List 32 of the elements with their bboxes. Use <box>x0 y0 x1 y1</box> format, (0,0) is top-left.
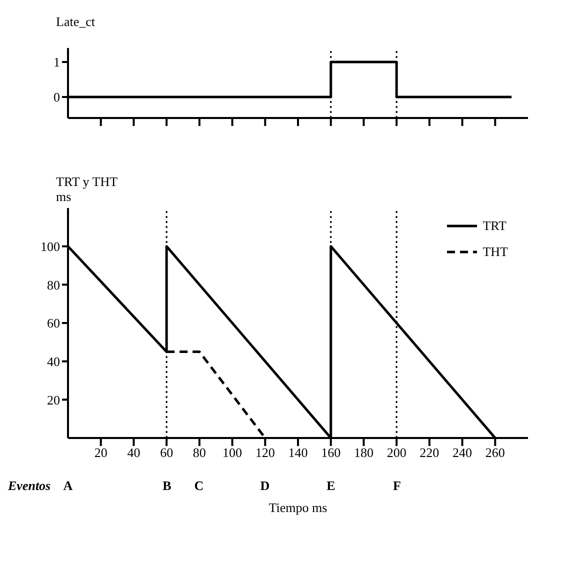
x-tick-label: 40 <box>127 445 140 460</box>
y-tick-label: 20 <box>47 392 60 408</box>
x-tick-label: 200 <box>386 445 406 460</box>
text: F <box>392 478 402 494</box>
text: E <box>326 478 336 494</box>
y-tick-label: 80 <box>47 277 60 292</box>
y-tick-label: 1 <box>54 54 60 70</box>
x-tick-label: 260 <box>485 445 505 460</box>
y-tick-label: 100 <box>40 238 60 254</box>
y-axis-title: TRT y THT ms <box>56 174 118 204</box>
text: C <box>193 478 205 494</box>
text: D <box>259 478 271 494</box>
x-tick-label: 160 <box>321 445 341 460</box>
x-tick-label: 240 <box>452 445 472 460</box>
x-axis-title: Tiempo ms <box>268 500 328 516</box>
x-tick-label: 140 <box>288 445 308 460</box>
text: Eventos <box>8 478 51 494</box>
x-tick-label: 220 <box>420 445 440 460</box>
y-tick-label: 0 <box>54 90 60 105</box>
x-tick-label: 180 <box>354 445 374 460</box>
legend-label: THT <box>482 244 508 260</box>
text: A <box>62 478 74 494</box>
x-tick-label: 20 <box>94 445 108 460</box>
text: B <box>162 478 172 494</box>
x-tick-label: 120 <box>255 445 275 460</box>
x-tick-label: 100 <box>222 445 242 460</box>
y-tick-label: 40 <box>47 354 60 369</box>
y-tick-label: 60 <box>47 316 60 331</box>
x-tick-label: 80 <box>192 445 206 460</box>
x-tick-label: 60 <box>160 445 174 460</box>
y-axis-title: Late_ct <box>56 14 96 29</box>
legend-label: TRT <box>482 218 506 234</box>
